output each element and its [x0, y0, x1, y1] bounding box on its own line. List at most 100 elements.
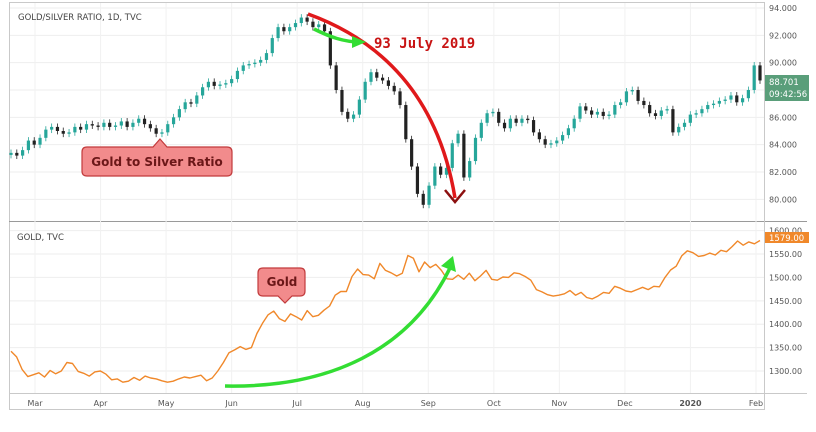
gold-tick-label: 1450.00	[769, 297, 802, 306]
candle-body	[363, 81, 367, 100]
candle-body	[642, 100, 646, 106]
candle-body	[688, 114, 692, 123]
gold-tick-label: 1400.00	[769, 320, 802, 329]
candle-body	[450, 143, 454, 168]
candle-body	[328, 31, 332, 66]
time-tick-label: Nov	[552, 399, 568, 408]
ratio-last-price-bg	[765, 75, 809, 101]
candle-body	[520, 118, 524, 123]
candle-body	[293, 23, 298, 28]
candle-body	[491, 111, 495, 114]
candle-body	[613, 105, 617, 115]
gold-tick-label: 1550.00	[769, 250, 802, 259]
candle-body	[61, 131, 65, 134]
candle-body	[549, 143, 553, 145]
candle-body	[84, 124, 89, 130]
gold-last-price-bg	[765, 232, 809, 243]
gold-price-line	[10, 239, 761, 383]
candle-body	[148, 124, 152, 129]
candle-body	[206, 81, 211, 88]
candle-body	[288, 27, 292, 32]
candle-body	[624, 91, 629, 103]
gold-tick-label: 1500.00	[769, 273, 802, 282]
candle-body	[119, 121, 123, 126]
candle-body	[264, 53, 269, 60]
candle-body	[560, 135, 565, 141]
ratio-price-axis: 94.00092.00090.00088.00086.00084.00082.0…	[769, 4, 797, 204]
candle-body	[758, 65, 762, 81]
candle-body	[55, 126, 60, 131]
candle-body	[15, 152, 19, 156]
candle-body	[137, 118, 141, 123]
time-axis: Mar Apr May Jun Jul Aug Sep Oct Nov Dec 2020 Feb	[27, 399, 763, 408]
candle-body	[497, 111, 501, 123]
ratio-callout-text: Gold to Silver Ratio	[91, 155, 223, 169]
candle-body	[79, 126, 83, 130]
gold-price-axis: 1600.00 1550.00 1500.00 1450.00 1400.00 1350.…	[769, 227, 802, 376]
time-tick-label: Sep	[421, 399, 436, 408]
candle-body	[183, 102, 187, 110]
candle-body	[276, 27, 280, 39]
time-tick-label: Jul	[291, 399, 302, 408]
candle-body	[317, 24, 321, 28]
candle-body	[247, 64, 251, 66]
candle-body	[410, 139, 414, 167]
time-tick-label: Apr	[94, 399, 109, 408]
candle-body	[253, 62, 257, 65]
candle-body	[50, 126, 54, 130]
candle-body	[369, 72, 373, 82]
candle-body	[439, 166, 443, 175]
candle-body	[305, 17, 309, 22]
candle-body	[555, 140, 559, 144]
green-rise-arrow	[224, 267, 452, 388]
candle-body	[142, 118, 147, 125]
candle-body	[485, 113, 489, 123]
candle-body	[584, 106, 588, 111]
candle-body	[340, 90, 344, 112]
time-tick-label: Jun	[224, 399, 238, 408]
gold-tick-label: 1600.00	[769, 227, 802, 236]
candle-body	[578, 106, 582, 119]
candle-body	[740, 98, 745, 103]
candle-body	[711, 103, 716, 106]
candle-body	[311, 21, 315, 28]
candle-body	[433, 166, 437, 186]
candle-body	[421, 193, 425, 205]
candle-body	[717, 100, 721, 104]
candle-body	[694, 113, 698, 115]
candle-body	[723, 99, 727, 101]
candle-body	[706, 105, 710, 110]
candle-body	[619, 102, 623, 106]
candle-body	[73, 126, 77, 133]
candle-body	[590, 110, 594, 115]
candle-body	[166, 124, 170, 133]
candle-body	[508, 118, 512, 129]
candle-body	[531, 120, 536, 133]
time-tick-label: Mar	[27, 399, 43, 408]
gold-tick-label: 1300.00	[769, 367, 802, 376]
candle-body	[270, 38, 274, 54]
candle-body	[444, 167, 449, 175]
time-tick-label: Dec	[617, 399, 632, 408]
candle-body	[677, 126, 681, 133]
candle-body	[526, 118, 530, 121]
green-rise-arrow-head	[441, 256, 456, 272]
candle-body	[189, 102, 193, 104]
chart-frame	[9, 2, 765, 410]
candle-body	[630, 90, 634, 92]
candle-body	[67, 132, 71, 134]
candle-body	[212, 81, 216, 86]
ratio-candles	[9, 14, 762, 209]
candle-body	[543, 139, 547, 145]
candle-body	[729, 95, 733, 100]
candle-body	[595, 111, 600, 115]
ratio-callout-box	[81, 138, 233, 177]
candle-body	[322, 24, 327, 32]
ratio-chart-title: GOLD/SILVER RATIO, 1D, TVC	[18, 13, 142, 23]
candle-body	[514, 118, 518, 123]
candle-body	[90, 124, 94, 126]
ratio-tick-label: 94.000	[769, 4, 797, 13]
candle-body	[665, 109, 669, 111]
candle-body	[502, 122, 507, 129]
